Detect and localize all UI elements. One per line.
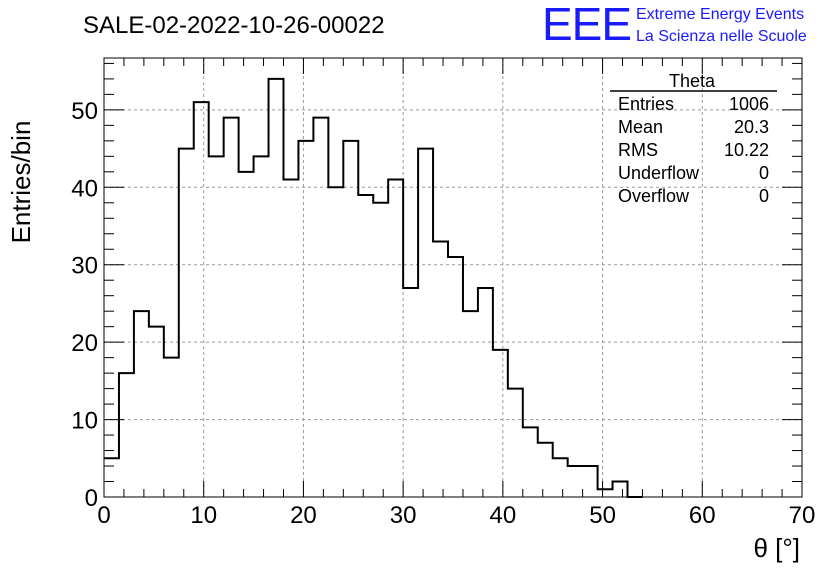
histogram-bin <box>298 141 313 497</box>
x-tick-label: 0 <box>97 502 110 529</box>
x-tick-label: 50 <box>589 502 616 529</box>
stats-box: Theta Entries 1006 Mean 20.3 RMS 10.22 Underfl… <box>610 71 777 206</box>
stats-row-value: 20.3 <box>734 117 769 137</box>
histogram-bin <box>553 458 568 497</box>
stats-row-label: Underflow <box>618 163 700 183</box>
chart-title: SALE-02-2022-10-26-00022 <box>83 12 385 39</box>
stats-row-value: 0 <box>759 163 769 183</box>
histogram-bin <box>373 203 388 497</box>
histogram-outline <box>104 77 643 498</box>
histogram-bin <box>613 482 628 497</box>
stats-row-value: 1006 <box>729 94 769 114</box>
y-tick-label: 0 <box>85 485 98 512</box>
histogram-bin <box>149 327 164 497</box>
stats-rows: Entries 1006 Mean 20.3 RMS 10.22 Underflow 0 Ove… <box>618 94 769 206</box>
x-tick-label: 60 <box>689 502 716 529</box>
histogram-bin <box>523 427 538 497</box>
histogram-bin <box>463 311 478 497</box>
histogram-bins <box>104 79 628 497</box>
histogram-bin <box>164 358 179 497</box>
logo-line-1: Extreme Energy Events <box>636 6 804 23</box>
stats-row-label: Mean <box>618 117 663 137</box>
histogram-bin <box>119 373 134 497</box>
logo-line-2: La Scienza nelle Scuole <box>636 28 807 45</box>
histogram-bin <box>538 443 553 497</box>
histogram-bin <box>433 241 448 497</box>
stats-row-label: Overflow <box>618 186 690 206</box>
x-axis-title: θ [°] <box>753 533 800 563</box>
x-tick-label: 70 <box>789 502 816 529</box>
histogram-bin <box>448 257 463 497</box>
logo-mark: EEE <box>542 0 631 50</box>
histogram-bin <box>104 458 119 497</box>
x-tick-label: 40 <box>490 502 517 529</box>
histogram-bin <box>224 118 239 497</box>
histogram-bin <box>478 288 493 497</box>
y-tick-label: 10 <box>71 408 98 435</box>
x-tick-label: 20 <box>290 502 317 529</box>
histogram-bin <box>269 79 284 497</box>
stats-row-label: RMS <box>618 140 658 160</box>
grid <box>104 58 802 497</box>
histogram-bin <box>583 466 598 497</box>
y-axis-title: Entries/bin <box>6 121 36 244</box>
stats-row-label: Entries <box>618 94 674 114</box>
histogram-bin <box>493 350 508 497</box>
eee-logo: EEE Extreme Energy Events La Scienza nel… <box>542 0 807 50</box>
x-tick-label: 10 <box>190 502 217 529</box>
plot-frame <box>103 57 803 498</box>
histogram-bin <box>358 195 373 497</box>
histogram-bin <box>239 172 254 497</box>
stats-row-value: 0 <box>759 186 769 206</box>
x-tick-labels: 0 10 20 30 40 50 60 70 <box>97 502 815 529</box>
histogram-bin <box>194 102 209 497</box>
histogram-bin <box>403 288 418 497</box>
axis-ticks <box>103 58 803 498</box>
histogram-bin <box>209 156 224 497</box>
histogram-bin <box>568 466 583 497</box>
histogram-bin <box>598 489 613 497</box>
y-tick-labels: 0 10 20 30 40 50 <box>71 98 98 512</box>
histogram-bin <box>328 187 343 497</box>
histogram-bin <box>343 141 358 497</box>
stats-box-name: Theta <box>669 71 716 91</box>
y-tick-label: 40 <box>71 175 98 202</box>
histogram-bin <box>283 180 298 497</box>
stats-row-value: 10.22 <box>724 140 769 160</box>
histogram-bin <box>254 156 269 497</box>
histogram-bin <box>134 311 149 497</box>
x-tick-label: 30 <box>390 502 417 529</box>
histogram-bin <box>313 118 328 497</box>
histogram-bin <box>418 149 433 497</box>
histogram-bin <box>508 389 523 497</box>
y-tick-label: 30 <box>71 253 98 280</box>
histogram-bin <box>388 180 403 497</box>
histogram-bin <box>179 149 194 497</box>
y-tick-label: 50 <box>71 98 98 125</box>
y-tick-label: 20 <box>71 330 98 357</box>
